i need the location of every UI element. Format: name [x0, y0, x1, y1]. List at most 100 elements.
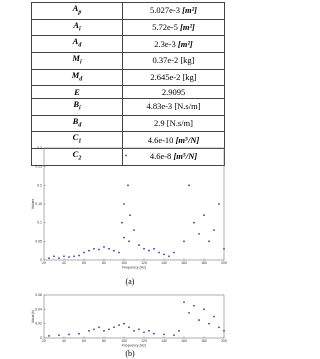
value: 2.9 — [154, 117, 165, 128]
unit: [kg] — [182, 72, 197, 83]
value-cell: 2.3e-3 [m²] — [122, 35, 225, 54]
data-point — [88, 249, 90, 252]
value-cell: 2.645e-2 [kg] — [122, 68, 225, 87]
value: 5.027e-3 — [150, 5, 181, 16]
plot-frame — [43, 294, 225, 339]
y-tick-label: 0.1 — [37, 221, 42, 225]
data-point — [198, 232, 200, 235]
x-tick-label: 20 — [42, 261, 46, 265]
value: 4.83e-3 — [146, 101, 173, 112]
symbol: M — [71, 69, 80, 80]
data-point — [53, 255, 55, 258]
x-tick-label: 160 — [181, 339, 187, 343]
data-point — [193, 304, 195, 307]
value: 2.645e-2 — [150, 72, 181, 83]
table-row: Mi 0.37e-2 [kg] — [31, 52, 225, 70]
data-point — [78, 332, 80, 335]
symbol: A — [72, 3, 79, 13]
plot-frame — [43, 147, 225, 261]
data-point — [78, 254, 80, 257]
value: 2.3e-3 — [154, 38, 176, 49]
figure-caption: (b) — [125, 349, 135, 358]
data-point — [163, 333, 165, 336]
x-tick-label: 40 — [62, 261, 66, 265]
data-point — [127, 184, 129, 187]
data-point — [158, 251, 160, 254]
symbol-subscript: 1 — [78, 139, 82, 145]
data-point — [143, 331, 145, 334]
unit: [m²] — [182, 5, 197, 16]
data-point — [183, 240, 185, 243]
value-cell: 2.9095 — [122, 85, 225, 99]
data-point — [163, 253, 165, 256]
data-point — [108, 328, 110, 331]
x-tick-label: 20 — [42, 339, 46, 343]
unit: [m²] — [180, 22, 195, 33]
x-tick-label: 60 — [82, 339, 86, 343]
symbol-cell: Ad — [31, 35, 123, 54]
data-point — [118, 251, 120, 254]
data-point — [123, 322, 125, 325]
data-point — [48, 334, 50, 337]
data-point — [173, 334, 175, 337]
charts: 20 40 60 80 100 120 140 160 180 20000.050.10.150.… — [31, 146, 227, 358]
data-point — [118, 324, 120, 326]
value: 4.6e-10 — [147, 134, 174, 145]
data-point — [208, 240, 210, 243]
data-point — [88, 329, 90, 332]
table-row: Bd 2.9 [N.s/m] — [31, 114, 225, 133]
symbol-subscript: p — [78, 9, 82, 16]
data-point — [113, 326, 115, 329]
parameter-table: Ap 5.027e-3 [m²] Ai 5.72e-5 [m²] Ad 2.3e-3 [m… — [31, 2, 225, 166]
data-point — [68, 333, 70, 336]
data-point — [138, 328, 140, 331]
symbol-subscript: 2 — [78, 155, 82, 162]
data-point — [133, 229, 135, 232]
data-point — [68, 256, 70, 258]
data-point — [223, 329, 225, 332]
x-tick-label: 120 — [141, 261, 147, 265]
data-point — [83, 251, 85, 254]
data-point — [153, 332, 155, 335]
symbol-cell: C2 — [31, 148, 123, 166]
symbol-cell: Ap — [31, 2, 123, 20]
data-point — [108, 247, 110, 250]
data-point — [125, 154, 127, 157]
data-point — [208, 322, 210, 325]
unit: [kg] — [180, 55, 195, 66]
data-point — [213, 229, 215, 232]
symbol-cell: Bd — [31, 114, 123, 133]
symbol: E — [74, 86, 80, 97]
data-point — [203, 214, 205, 217]
figure-caption: (a) — [126, 277, 135, 286]
table-row: Ap 5.027e-3 [m²] — [31, 2, 225, 20]
y-tick-label: 0.06 — [35, 293, 42, 297]
x-tick-label: 140 — [161, 261, 167, 265]
symbol-subscript: i — [79, 26, 81, 33]
data-point — [73, 255, 75, 258]
x-axis-label: Frequency (Hz) — [122, 343, 146, 347]
value-cell: 4.6e-8 [m⁵/N] — [122, 148, 225, 166]
data-point — [148, 249, 150, 252]
data-point — [129, 214, 131, 217]
symbol: B — [73, 98, 79, 109]
data-point — [218, 326, 220, 329]
x-tick-label: 40 — [62, 339, 66, 343]
data-point — [63, 255, 65, 258]
x-tick-label: 180 — [201, 261, 207, 265]
value: 2.9095 — [161, 86, 186, 97]
data-point — [213, 315, 215, 318]
data-point — [113, 249, 115, 252]
data-point — [103, 246, 105, 248]
data-point — [58, 257, 60, 260]
unit: [N.s/m] — [174, 101, 201, 112]
x-tick-label: 120 — [141, 339, 147, 343]
value-cell: 4.83e-3 [N.s/m] — [122, 97, 225, 116]
value-cell: 5.027e-3 [m²] — [122, 2, 225, 20]
symbol-subscript: d — [78, 122, 82, 129]
unit: [m⁵/N] — [173, 151, 198, 162]
value-cell: 5.72e-5 [m²] — [122, 18, 225, 37]
table-row: Ai 5.72e-5 [m²] — [31, 18, 225, 37]
data-point — [173, 251, 175, 254]
value-cell: 0.37e-2 [kg] — [122, 52, 225, 70]
